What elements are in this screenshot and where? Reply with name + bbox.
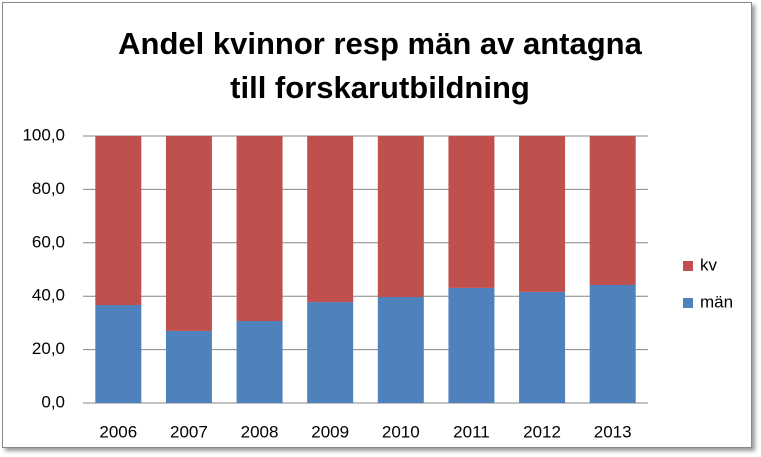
x-tick-label: 2006 [99,422,137,441]
bar-segment [236,321,283,403]
bar-segment [448,287,495,403]
y-tick-label: 80,0 [32,179,65,198]
bar-segment [377,136,424,298]
bar-segment [307,302,354,403]
chart-title-box: Andel kvinnor resp män av antagna till f… [60,22,700,110]
legend-swatch [683,261,693,271]
bar-segment [95,305,142,403]
bar-segment [165,330,212,403]
x-tick-label: 2008 [241,422,279,441]
bar-segment [165,136,212,331]
legend-label: kv [700,255,718,274]
x-tick-label: 2007 [170,422,208,441]
bar-segment [236,136,283,322]
y-tick-label: 100,0 [22,125,65,144]
chart-title: Andel kvinnor resp män av antagna till f… [118,26,642,105]
y-tick-label: 60,0 [32,232,65,251]
bar-segment [377,297,424,403]
x-tick-label: 2013 [594,422,632,441]
bar-segment [95,136,142,306]
y-tick-label: 20,0 [32,339,65,358]
y-tick-label: 0,0 [41,392,65,411]
x-tick-label: 2012 [523,422,561,441]
bar-segment [589,284,636,403]
bar-segment [519,291,566,403]
x-tick-label: 2009 [311,422,349,441]
bar-segment [589,136,636,285]
y-tick-label: 40,0 [32,286,65,305]
legend-label: män [700,292,733,311]
bar-segment [307,136,354,303]
x-tick-label: 2011 [453,422,490,441]
bar-segment [448,136,495,288]
x-tick-label: 2010 [382,422,420,441]
legend-swatch [683,298,693,308]
bar-segment [519,136,566,292]
